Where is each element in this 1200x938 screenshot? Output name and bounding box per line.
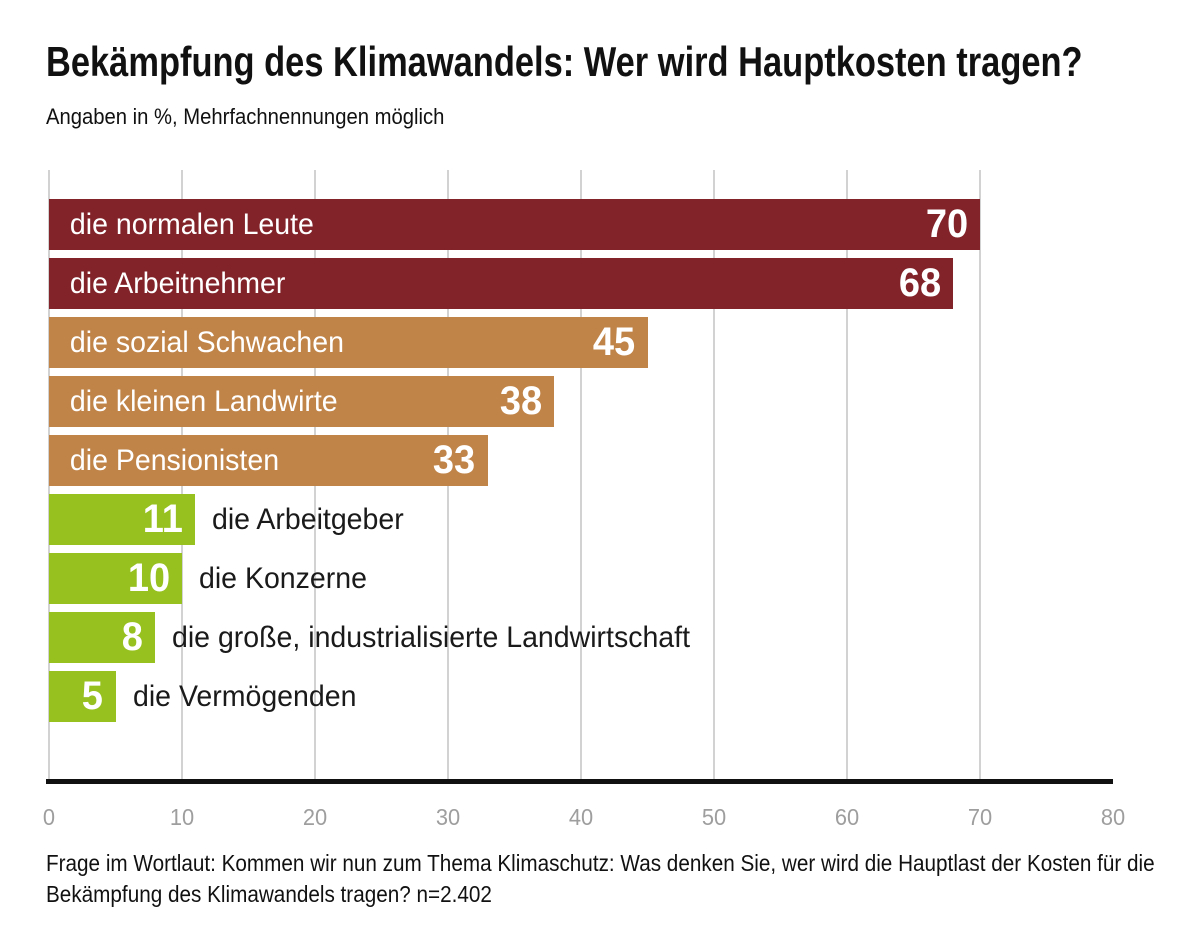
bar-value: 70 [925,202,968,246]
bar-value: 45 [592,320,636,364]
x-tick-label: 50 [701,804,727,830]
chart-subtitle: Angaben in %, Mehrfachnennungen möglich [46,104,445,129]
bar: 8 die große, industrialisierte Landwirtsc… [49,612,690,663]
x-axis-tick-labels: 0 10 20 30 40 50 60 70 80 [0,804,1200,834]
chart-title: Bekämpfung des Klimawandels: Wer wird Ha… [46,38,1083,85]
bar-label: die kleinen Landwirte [69,384,338,418]
bar-value: 38 [499,379,543,423]
bar-value: 33 [433,438,476,482]
x-tick-label: 80 [1100,804,1126,830]
footnote: Frage im Wortlaut: Kommen wir nun zum Th… [46,850,1155,908]
plot-area: die normalen Leute 70 die Arbeitnehmer 68 di… [46,170,1113,784]
x-tick-label: 70 [967,804,993,830]
bar: 11 die Arbeitgeber [49,494,404,545]
bar-label: die normalen Leute [69,207,314,241]
x-tick-label: 30 [435,804,461,830]
x-tick-label: 40 [568,804,594,830]
bar: die sozial Schwachen 45 [49,317,648,368]
x-axis-line [46,779,1113,784]
bar-label: die Arbeitnehmer [69,266,286,300]
gridline [979,170,981,779]
bar-value: 5 [82,674,104,718]
bar-value: 8 [121,615,144,659]
bar-label: die Arbeitgeber [212,502,405,536]
gridline [713,170,715,779]
x-tick-label: 60 [834,804,860,830]
bar-value: 11 [142,497,183,541]
bar-label: die Konzerne [199,561,367,595]
bar: die Pensionisten 33 [49,435,488,486]
bar: die kleinen Landwirte 38 [49,376,555,427]
bar-label: die Vermögenden [132,679,356,713]
bar: 5 die Vermögenden [49,671,356,722]
bar-label: die große, industrialisierte Landwirtsch… [172,620,691,654]
gridline [846,170,848,779]
x-tick-label: 0 [42,804,56,830]
bar: die Arbeitnehmer 68 [49,258,954,309]
bar: 10 die Konzerne [49,553,367,604]
x-tick-label: 20 [302,804,328,830]
bar-value: 68 [898,261,942,305]
bar-value: 10 [127,556,170,600]
bar: die normalen Leute 70 [49,199,980,250]
gridline [580,170,582,779]
bar-label: die sozial Schwachen [69,325,344,359]
x-tick-label: 10 [169,804,195,830]
bar-label: die Pensionisten [69,443,280,477]
